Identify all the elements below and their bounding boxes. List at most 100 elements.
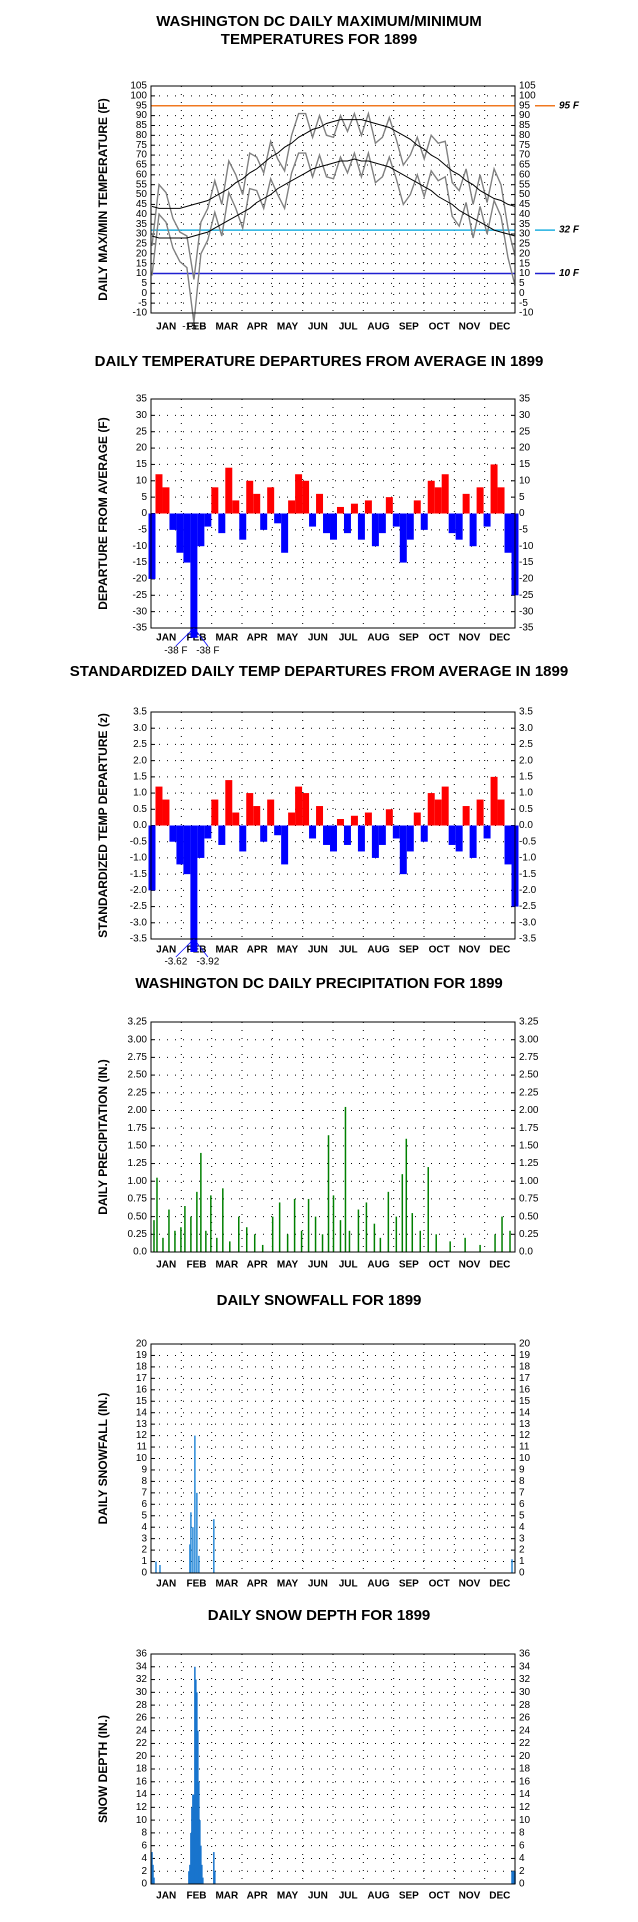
y2-tick-label: 16 xyxy=(519,1384,531,1395)
bar xyxy=(449,1241,451,1252)
bar xyxy=(490,776,498,826)
x-tick-label: DEC xyxy=(489,1891,510,1902)
y2-tick-label: 12 xyxy=(519,1802,531,1813)
bar xyxy=(195,1679,197,1884)
y-tick-label: 16 xyxy=(136,1384,148,1395)
bar xyxy=(479,1244,481,1252)
bar xyxy=(198,1781,200,1884)
y2-tick-label: 35 xyxy=(519,219,531,230)
bar xyxy=(371,513,379,547)
bar xyxy=(190,513,198,638)
bar xyxy=(501,1216,503,1252)
chart-title: DAILY SNOW DEPTH FOR 1899 xyxy=(208,1607,431,1624)
bar xyxy=(288,812,296,826)
bar xyxy=(199,1820,201,1884)
bar xyxy=(300,1230,303,1252)
bar xyxy=(323,513,331,534)
x-tick-label: MAR xyxy=(215,322,239,333)
y-tick-label: 3.25 xyxy=(128,1017,148,1028)
bar xyxy=(169,825,177,842)
bar xyxy=(267,799,275,826)
y2-tick-label: 15 xyxy=(519,258,531,269)
bar xyxy=(490,464,498,514)
bar xyxy=(357,513,365,540)
y2-tick-label: 2.5 xyxy=(519,739,533,750)
bar xyxy=(239,513,247,540)
y-tick-label: 3.5 xyxy=(133,707,147,718)
y-tick-label: 95 xyxy=(136,100,148,111)
bar xyxy=(260,513,268,530)
bar xyxy=(205,1230,207,1252)
bar xyxy=(462,493,470,514)
y-tick-label: 5 xyxy=(141,492,147,503)
y-tick-label: 3.00 xyxy=(128,1034,148,1045)
y2-tick-label: -3.0 xyxy=(519,917,537,928)
y-tick-label: 0.50 xyxy=(128,1211,148,1222)
y2-tick-label: 1.0 xyxy=(519,788,533,799)
annotation: -3.92 xyxy=(196,957,219,968)
bar xyxy=(190,1512,192,1573)
y2-tick-label: 0.75 xyxy=(519,1194,539,1205)
bar xyxy=(184,1206,186,1252)
x-tick-label: MAY xyxy=(277,945,299,956)
y-tick-label: 0.0 xyxy=(133,1247,147,1258)
y2-tick-label: 50 xyxy=(519,189,531,200)
bar xyxy=(245,1227,248,1252)
y2-tick-label: 24 xyxy=(519,1725,531,1736)
bar xyxy=(204,825,212,839)
bar xyxy=(196,1191,198,1252)
bar xyxy=(339,1220,342,1252)
y-tick-label: -3.5 xyxy=(130,934,148,945)
bar xyxy=(321,1234,324,1252)
y2-tick-label: -2.0 xyxy=(519,885,537,896)
y2-tick-label: 3.00 xyxy=(519,1034,539,1045)
bar xyxy=(513,1871,515,1884)
y-tick-label: 100 xyxy=(130,91,147,102)
y-tick-label: 0.25 xyxy=(128,1229,148,1240)
bar xyxy=(379,1237,382,1252)
y2-tick-label: -5 xyxy=(519,298,528,309)
x-tick-label: AUG xyxy=(367,1891,389,1902)
bar xyxy=(192,1794,194,1884)
bar xyxy=(378,513,386,534)
bar xyxy=(504,513,512,553)
bar xyxy=(183,825,191,875)
y2-tick-label: 2 xyxy=(519,1545,525,1556)
bar xyxy=(281,513,289,553)
y2-tick-label: 9 xyxy=(519,1465,525,1476)
bar xyxy=(385,809,393,826)
y2-tick-label: 17 xyxy=(519,1373,531,1384)
y2-tick-label: 85 xyxy=(519,120,531,131)
plot-frame xyxy=(150,85,516,314)
bar xyxy=(267,487,275,514)
bar xyxy=(218,825,226,845)
y-tick-label: 55 xyxy=(136,179,148,190)
x-tick-label: JAN xyxy=(156,322,176,333)
y2-tick-label: 0 xyxy=(519,508,525,519)
bar xyxy=(202,1877,204,1884)
y-tick-label: 18 xyxy=(136,1764,148,1775)
bar xyxy=(314,1216,317,1252)
bar xyxy=(511,1871,513,1884)
y2-tick-label: -10 xyxy=(519,541,534,552)
x-tick-label: OCT xyxy=(429,945,450,956)
y2-tick-label: 2.25 xyxy=(519,1087,539,1098)
bar xyxy=(309,825,317,839)
chart-title: TEMPERATURES FOR 1899 xyxy=(221,31,417,48)
annotation-leader xyxy=(193,627,209,647)
x-tick-label: OCT xyxy=(429,1260,450,1271)
y-tick-label: 0.5 xyxy=(133,804,147,815)
x-tick-label: JUL xyxy=(339,945,358,956)
y-tick-label: 24 xyxy=(136,1725,148,1736)
y2-tick-label: 1.75 xyxy=(519,1123,539,1134)
y-tick-label: 13 xyxy=(136,1419,148,1430)
bar xyxy=(151,1852,153,1884)
y2-tick-label: 3.0 xyxy=(519,723,533,734)
y-tick-label: 20 xyxy=(136,443,148,454)
bar xyxy=(162,799,170,826)
y2-tick-label: 10 xyxy=(519,1815,531,1826)
bar xyxy=(153,1220,155,1252)
bar xyxy=(274,513,282,524)
y-tick-label: 2 xyxy=(141,1866,147,1877)
bar xyxy=(194,1666,196,1884)
